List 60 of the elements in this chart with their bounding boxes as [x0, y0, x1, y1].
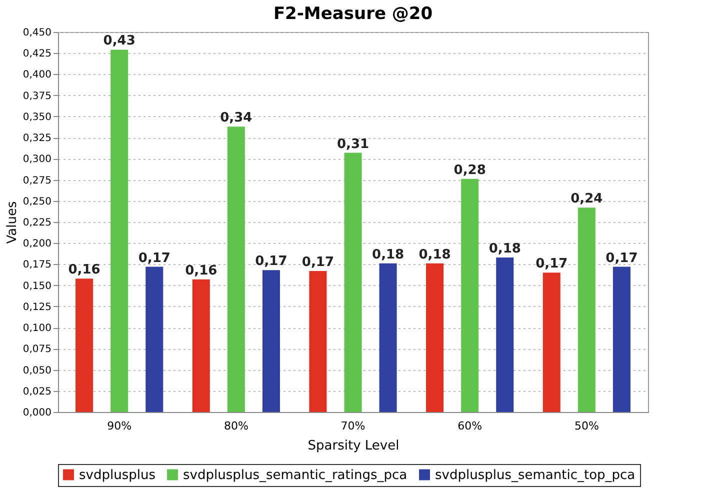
y-tick-label: 0,450	[22, 28, 52, 38]
y-tick-label: 0,250	[22, 196, 52, 208]
data-label: 0,17	[606, 250, 638, 266]
legend-label: svdplusplus_semantic_top_pca	[435, 468, 636, 483]
y-tick-label: 0,100	[22, 323, 52, 334]
y-tick-label: 0,050	[22, 365, 52, 376]
y-tick-label: 0,425	[22, 48, 52, 60]
bar	[612, 266, 630, 412]
x-tick-label: 80%	[224, 420, 248, 432]
y-tick-label: 0,175	[22, 260, 52, 271]
x-tick-label: 90%	[107, 420, 132, 432]
bar	[262, 270, 280, 412]
y-tick-label: 0,325	[22, 133, 52, 144]
data-label: 0,34	[220, 110, 252, 126]
y-tick-label: 0,225	[22, 218, 52, 228]
data-label: 0,18	[488, 241, 521, 256]
y-axis-title: Values	[4, 201, 20, 244]
bar	[192, 279, 210, 412]
data-label: 0,18	[418, 247, 451, 262]
bar	[578, 208, 596, 412]
data-label: 0,31	[336, 136, 370, 152]
y-tick-label: 0,350	[22, 112, 52, 123]
data-label: 0,17	[138, 250, 170, 266]
bar	[110, 50, 128, 412]
bar	[227, 126, 245, 412]
chart-title: F2-Measure @20	[273, 4, 433, 24]
bar	[379, 263, 397, 412]
y-tick-label: 0,300	[22, 154, 52, 166]
data-label: 0,16	[185, 263, 218, 278]
bar	[542, 272, 560, 412]
bar	[461, 178, 479, 412]
bar	[344, 152, 362, 412]
y-tick-label: 0,275	[22, 175, 52, 186]
data-label: 0,43	[103, 34, 136, 49]
data-label: 0,17	[255, 254, 288, 270]
legend-label: svdplusplus	[79, 468, 156, 483]
bar	[76, 278, 94, 412]
x-axis-title: Sparsity Level	[308, 438, 400, 454]
y-tick-label: 0,150	[22, 280, 52, 292]
data-label: 0,17	[302, 254, 334, 270]
y-tick-label: 0,075	[22, 344, 52, 356]
data-label: 0,28	[454, 162, 486, 178]
bar	[426, 263, 444, 412]
legend-label: svdplusplus_semantic_ratings_pca	[183, 468, 408, 483]
y-tick-label: 0,375	[22, 90, 52, 102]
bar	[309, 270, 327, 412]
bar	[146, 266, 164, 412]
data-label: 0,18	[372, 247, 404, 262]
y-tick-label: 0,400	[22, 70, 52, 81]
x-tick-label: 60%	[458, 420, 482, 432]
data-label: 0,24	[570, 192, 603, 207]
y-tick-label: 0,125	[22, 302, 52, 313]
y-tick-label: 0,025	[22, 386, 52, 398]
y-tick-label: 0,200	[22, 238, 52, 250]
data-label: 0,16	[68, 262, 100, 278]
x-tick-label: 70%	[340, 420, 366, 432]
y-tick-label: 0,000	[22, 408, 52, 418]
data-label: 0,17	[536, 256, 568, 272]
x-tick-label: 50%	[574, 420, 599, 432]
bar	[496, 257, 514, 412]
